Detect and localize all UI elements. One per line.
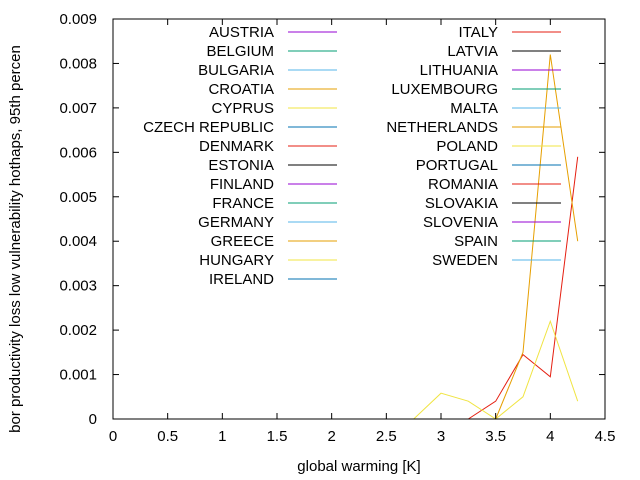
- legend-label-ireland: IRELAND: [209, 271, 274, 288]
- y-tick-label: 0.009: [59, 11, 97, 28]
- y-tick-label: 0.006: [59, 144, 97, 161]
- x-tick-label: 4.5: [595, 428, 616, 445]
- legend-label-hungary: HUNGARY: [199, 252, 274, 269]
- legend-label-croatia: CROATIA: [208, 81, 274, 98]
- legend-label-austria: AUSTRIA: [209, 24, 274, 41]
- x-tick-label: 2.5: [376, 428, 397, 445]
- legend-label-romania: ROMANIA: [428, 176, 498, 193]
- legend-label-finland: FINLAND: [210, 176, 274, 193]
- y-tick-label: 0.003: [59, 278, 97, 295]
- x-tick-label: 3.5: [485, 428, 506, 445]
- axes: 0 0.5 1 1.5 2 2.5 3 3.5 4 4.5 0 0.001 0.002 0.003 0.00…: [59, 11, 615, 445]
- legend-label-slovakia: SLOVAKIA: [425, 195, 498, 212]
- series-line-poland: [413, 319, 579, 420]
- legend-label-luxembourg: LUXEMBOURG: [391, 81, 498, 98]
- legend-label-estonia: ESTONIA: [208, 157, 274, 174]
- legend-label-sweden: SWEDEN: [432, 252, 498, 269]
- x-axis-title: global warming [K]: [297, 458, 420, 475]
- legend-label-cyprus: CYPRUS: [211, 100, 274, 117]
- legend-label-latvia: LATVIA: [447, 43, 498, 60]
- plot-frame: [112, 18, 606, 420]
- y-tick-label: 0.004: [59, 233, 97, 250]
- legend-label-bulgaria: BULGARIA: [198, 62, 274, 79]
- legend-label-malta: MALTA: [450, 100, 498, 117]
- y-tick-label: 0.008: [59, 55, 97, 72]
- y-tick-label: 0: [89, 411, 97, 428]
- legend-label-portugal: PORTUGAL: [416, 157, 498, 174]
- legend-label-germany: GERMANY: [198, 214, 274, 231]
- legend-label-italy: ITALY: [459, 24, 498, 41]
- legend-label-belgium: BELGIUM: [206, 43, 274, 60]
- legend-label-spain: SPAIN: [454, 233, 498, 250]
- y-tick-label: 0.007: [59, 100, 97, 117]
- legend-label-denmark: DENMARK: [199, 138, 274, 155]
- legend-label-poland: POLAND: [436, 138, 498, 155]
- y-tick-label: 0.001: [59, 367, 97, 384]
- y-axis-title: bor productivity loss low vulnerability …: [7, 45, 24, 433]
- legend: AUSTRIA BELGIUM BULGARIA CROATIA CYPRUS CZECH…: [143, 24, 561, 288]
- x-tick-label: 2: [327, 428, 335, 445]
- x-tick-label: 0.5: [157, 428, 178, 445]
- x-tick-label: 1: [218, 428, 226, 445]
- legend-label-france: FRANCE: [212, 195, 274, 212]
- y-tick-label: 0.005: [59, 189, 97, 206]
- series-line-italy: [468, 156, 579, 420]
- x-tick-label: 3: [437, 428, 445, 445]
- y-tick-label: 0.002: [59, 322, 97, 339]
- x-tick-label: 0: [109, 428, 117, 445]
- legend-label-greece: GREECE: [211, 233, 274, 250]
- legend-label-slovenia: SLOVENIA: [423, 214, 498, 231]
- x-tick-label: 1.5: [267, 428, 288, 445]
- x-tick-label: 4: [546, 428, 554, 445]
- legend-label-lithuania: LITHUANIA: [420, 62, 498, 79]
- legend-label-czech-republic: CZECH REPUBLIC: [143, 119, 274, 136]
- legend-label-netherlands: NETHERLANDS: [386, 119, 498, 136]
